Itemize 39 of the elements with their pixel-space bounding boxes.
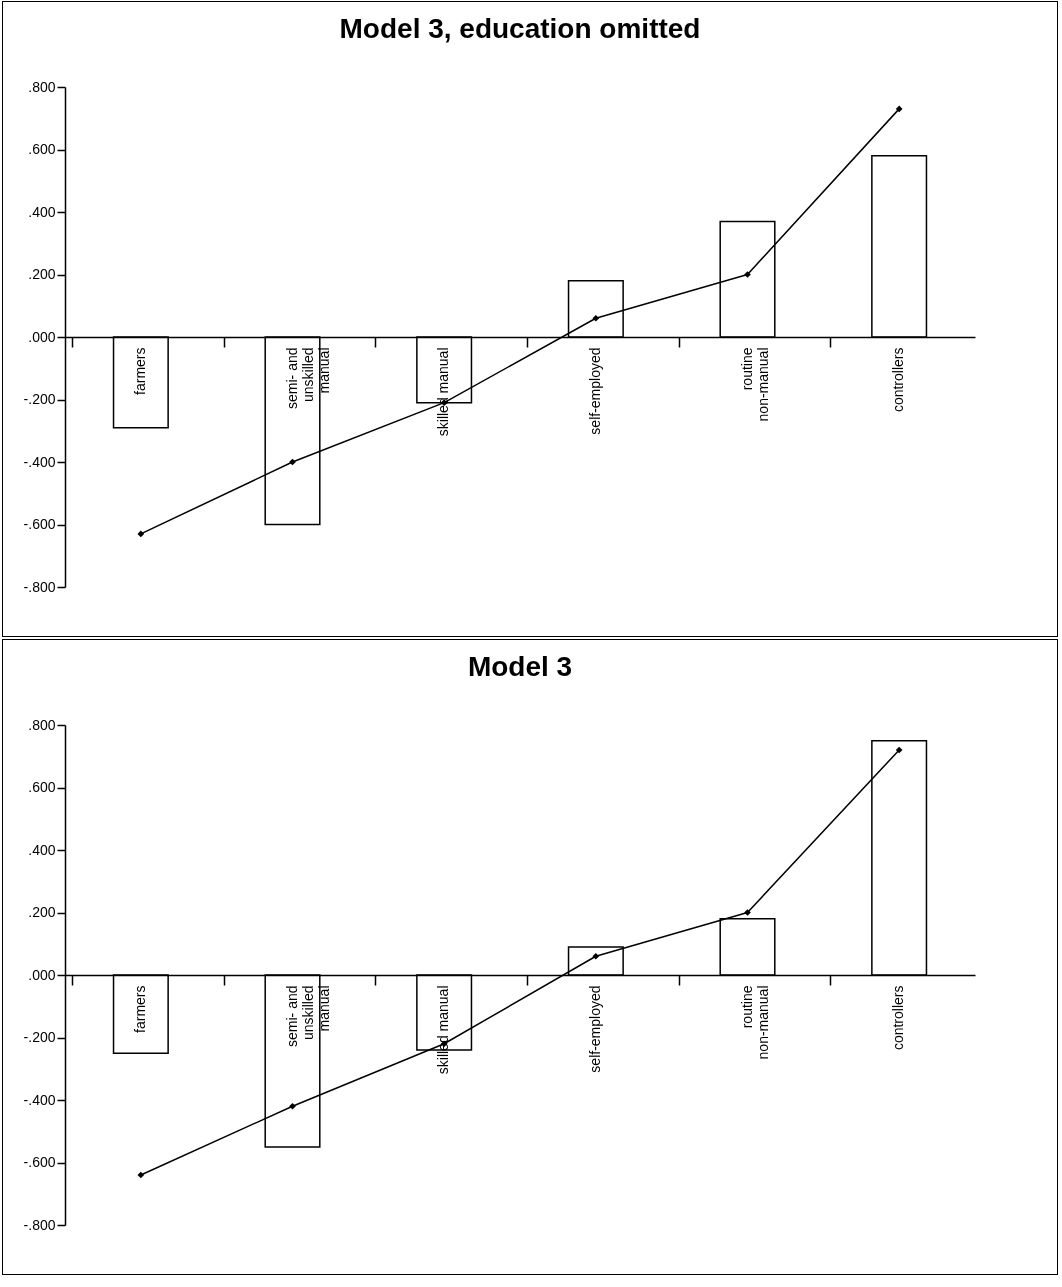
- y-tick-label: -.800: [23, 1216, 56, 1233]
- y-tick-label: -.400: [23, 1091, 56, 1108]
- y-tick-label: -.600: [23, 516, 56, 532]
- y-tick-label: .000: [28, 966, 56, 983]
- point: [137, 530, 145, 538]
- x-tick-label: routine non-manual: [738, 985, 771, 1060]
- x-tick-label: self-employed: [586, 985, 603, 1073]
- x-tick-label: farmers: [131, 347, 148, 395]
- y-tick-label: .400: [28, 841, 56, 858]
- y-tick-label: .400: [28, 203, 56, 220]
- point: [744, 909, 751, 916]
- y-tick-label: .200: [28, 904, 56, 920]
- y-tick-label: .600: [28, 779, 56, 795]
- y-tick-label: .800: [28, 716, 56, 733]
- y-tick-label: .800: [28, 78, 56, 95]
- x-tick-label: routine non-manual: [738, 347, 771, 422]
- y-tick-label: -.200: [23, 1029, 56, 1045]
- y-tick-label: -.800: [23, 578, 56, 595]
- point: [289, 1102, 296, 1110]
- point: [895, 105, 903, 113]
- chart-title: Model 3, education omitted: [339, 13, 701, 44]
- x-tick-label: farmers: [131, 985, 148, 1033]
- point: [895, 746, 903, 754]
- point: [744, 271, 751, 278]
- x-tick-label: semi- and unskilled manual: [283, 347, 332, 409]
- point: [137, 1171, 145, 1179]
- y-tick-label: -.600: [23, 1154, 56, 1170]
- y-tick-label: .200: [28, 266, 56, 282]
- x-tick-label: controllers: [890, 347, 907, 413]
- y-tick-label: .600: [28, 141, 56, 157]
- y-tick-label: -.200: [23, 391, 56, 407]
- y-tick-label: .000: [28, 328, 56, 345]
- x-tick-label: semi- and unskilled manual: [283, 985, 332, 1047]
- x-tick-label: self-employed: [586, 347, 603, 435]
- chart-title: Model 3: [467, 651, 573, 682]
- point: [592, 952, 600, 960]
- y-tick-label: -.400: [23, 453, 56, 470]
- point: [592, 314, 600, 322]
- x-tick-label: controllers: [890, 985, 907, 1051]
